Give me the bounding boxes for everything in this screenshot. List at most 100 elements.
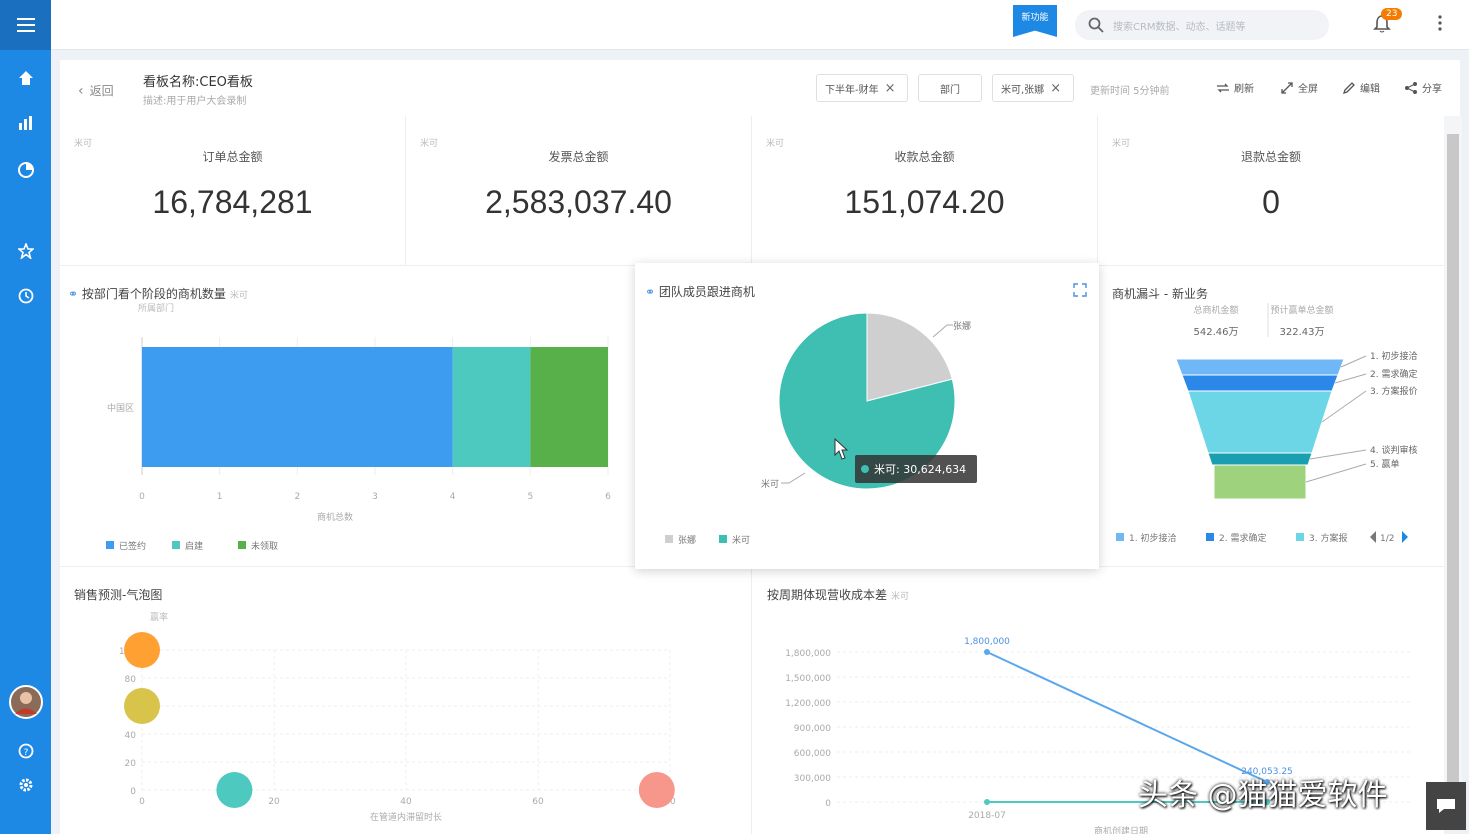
funnel-stage-label: 4. 谈判审核 (1370, 444, 1417, 456)
settings-gear-icon[interactable] (0, 770, 51, 800)
pie-label: 米可 (761, 478, 779, 490)
kpi-card-payment-total[interactable]: 米可 收款总金额 151,074.20 (752, 116, 1098, 266)
x-axis-label: 在管道内滞留时长 (370, 811, 442, 823)
more-vertical-icon[interactable] (1437, 14, 1443, 32)
panel-forecast-bubble[interactable]: 销售预测-气泡图 赢率020406080100020406080在管道内滞留时长 (60, 568, 752, 834)
chart-title: 团队成员跟进商机 (658, 285, 755, 299)
funnel-stage (1207, 452, 1313, 466)
home-icon[interactable] (0, 63, 51, 93)
dashboard-title: 看板名称:CEO看板 (143, 75, 253, 90)
star-icon[interactable] (0, 236, 51, 266)
x-tick-label: 2 (294, 492, 300, 502)
fullscreen-button[interactable]: 全屏 (1280, 80, 1318, 95)
kpi-label: 收款总金额 (894, 150, 955, 164)
funnel-stage (1175, 358, 1345, 376)
filter-chip-department[interactable]: 部门 (918, 74, 982, 102)
funnel-leader (1321, 390, 1367, 423)
panel-title: 按周期体现营收成本差 米可 (767, 586, 909, 603)
back-button[interactable]: ‹ 返回 (78, 82, 114, 99)
bubble (124, 632, 160, 668)
legend-swatch (1116, 533, 1124, 541)
chart-title: 按部门看个阶段的商机数量 (81, 287, 226, 301)
legend-swatch (665, 535, 673, 543)
y-tick-label: 300,000 (794, 774, 831, 784)
kpi-card-order-total[interactable]: 米可 订单总金额 16,784,281 (60, 116, 406, 266)
fullscreen-label: 全屏 (1298, 84, 1318, 95)
kpi-card-refund-total[interactable]: 米可 退款总金额 0 (1098, 116, 1444, 266)
pencil-icon (1342, 81, 1355, 94)
expand-icon[interactable] (1073, 283, 1087, 297)
x-tick-label: 40 (400, 797, 412, 807)
edit-button[interactable]: 编辑 (1342, 80, 1380, 95)
y-tick-label: 0 (130, 787, 136, 797)
funnel-stage-label: 3. 方案报价 (1370, 385, 1417, 397)
help-icon[interactable]: ? (0, 736, 51, 766)
tooltip-swatch (861, 465, 869, 473)
summary-value: 322.43万 (1280, 327, 1325, 338)
x-axis-label: 商机创建日期 (1094, 825, 1148, 834)
y-tick-label: 80 (125, 675, 137, 685)
y-tick-label: 20 (125, 759, 137, 769)
pie-label-leader (781, 472, 806, 484)
tooltip-box (855, 455, 977, 483)
update-time: 更新时间 5分钟前 (1090, 86, 1170, 97)
y-tick-label: 600,000 (794, 749, 831, 759)
filter-chip-members[interactable]: 米可,张娜 × (992, 74, 1074, 102)
chat-icon[interactable] (1426, 782, 1466, 830)
kpi-owner: 米可 (420, 139, 439, 149)
dashboard-header: ‹ 返回 看板名称:CEO看板 描述:用于用户大会录制 下半年-财年 × 部门 米可… (60, 60, 1460, 116)
bubble (216, 772, 253, 808)
funnel-leader (1340, 355, 1367, 368)
bar-segment (142, 347, 453, 467)
legend-prev-icon (1370, 531, 1376, 543)
pie-slice (866, 312, 953, 402)
bar-segment (452, 347, 531, 467)
search-input[interactable]: 搜索CRM数据、动态、话题等 (1075, 10, 1329, 40)
vertical-scrollbar[interactable] (1444, 116, 1462, 826)
back-label: 返回 (89, 84, 114, 98)
menu-icon[interactable] (0, 0, 51, 50)
funnel-stage-label: 1. 初步接洽 (1370, 350, 1417, 362)
kpi-card-invoice-total[interactable]: 米可 发票总金额 2,583,037.40 (406, 116, 752, 266)
chart-title: 商机漏斗 - 新业务 (1112, 287, 1208, 301)
funnel-stage (1187, 390, 1333, 454)
funnel-leader (1309, 449, 1367, 460)
filter-chip-label: 下半年-财年 (825, 84, 879, 96)
panel-stage-bar[interactable]: ⚭ 按部门看个阶段的商机数量 米可 所属部门 0 1 2 3 4 5 6 中国区 商机总数 已签约 启建… (60, 267, 636, 567)
kpi-owner: 米可 (766, 139, 785, 149)
refresh-label: 刷新 (1234, 84, 1254, 95)
kpi-label: 发票总金额 (548, 150, 609, 164)
panel-funnel[interactable]: 商机漏斗 - 新业务 总商机金额 542.46万 预计赢单总金额 322.43万 1. … (1100, 267, 1444, 567)
x-axis-label: 商机总数 (317, 511, 353, 523)
kpi-label: 退款总金额 (1240, 150, 1301, 164)
edit-label: 编辑 (1360, 84, 1380, 95)
new-feature-badge[interactable]: 新功能 (1013, 5, 1057, 37)
link-icon: ⚭ (68, 287, 79, 301)
avatar[interactable] (0, 685, 51, 719)
pie-chart-icon[interactable] (0, 155, 51, 185)
legend-next-icon (1402, 531, 1408, 543)
data-label: 1,800,000 (964, 637, 1010, 647)
filter-chip-label: 部门 (940, 84, 960, 96)
watermark: 头条 @猫猫爱软件 (1138, 778, 1388, 813)
close-icon[interactable]: × (884, 80, 896, 96)
summary-value: 542.46万 (1194, 327, 1239, 338)
dashboard-content: 米可 订单总金额 16,784,281 米可 发票总金额 2,583,037.4… (60, 116, 1444, 834)
close-icon[interactable]: × (1050, 80, 1062, 96)
share-button[interactable]: 分享 (1404, 80, 1442, 95)
chart-title: 销售预测-气泡图 (74, 588, 163, 602)
y-tick-label: 1,800,000 (785, 649, 831, 659)
refresh-button[interactable]: 刷新 (1216, 80, 1254, 95)
filter-chip-fiscal[interactable]: 下半年-财年 × (816, 74, 908, 102)
clock-icon[interactable] (0, 281, 51, 311)
bar-chart-icon[interactable] (0, 108, 51, 138)
panel-team-pie[interactable]: ⚭ 团队成员跟进商机 张娜 米可 米可: 30,624,634 张娜 米可 (635, 263, 1099, 569)
kpi-owner: 米可 (1112, 139, 1131, 149)
x-tick-label: 60 (532, 797, 544, 807)
legend-swatch (106, 541, 114, 549)
panel-period-line[interactable]: 按周期体现营收成本差 米可 0 300,000 600,000 900,000 1,200… (753, 568, 1444, 834)
data-point (984, 649, 990, 655)
legend-swatch (719, 535, 727, 543)
scrollbar-thumb[interactable] (1447, 134, 1459, 822)
y-tick-label: 1,500,000 (785, 674, 831, 684)
